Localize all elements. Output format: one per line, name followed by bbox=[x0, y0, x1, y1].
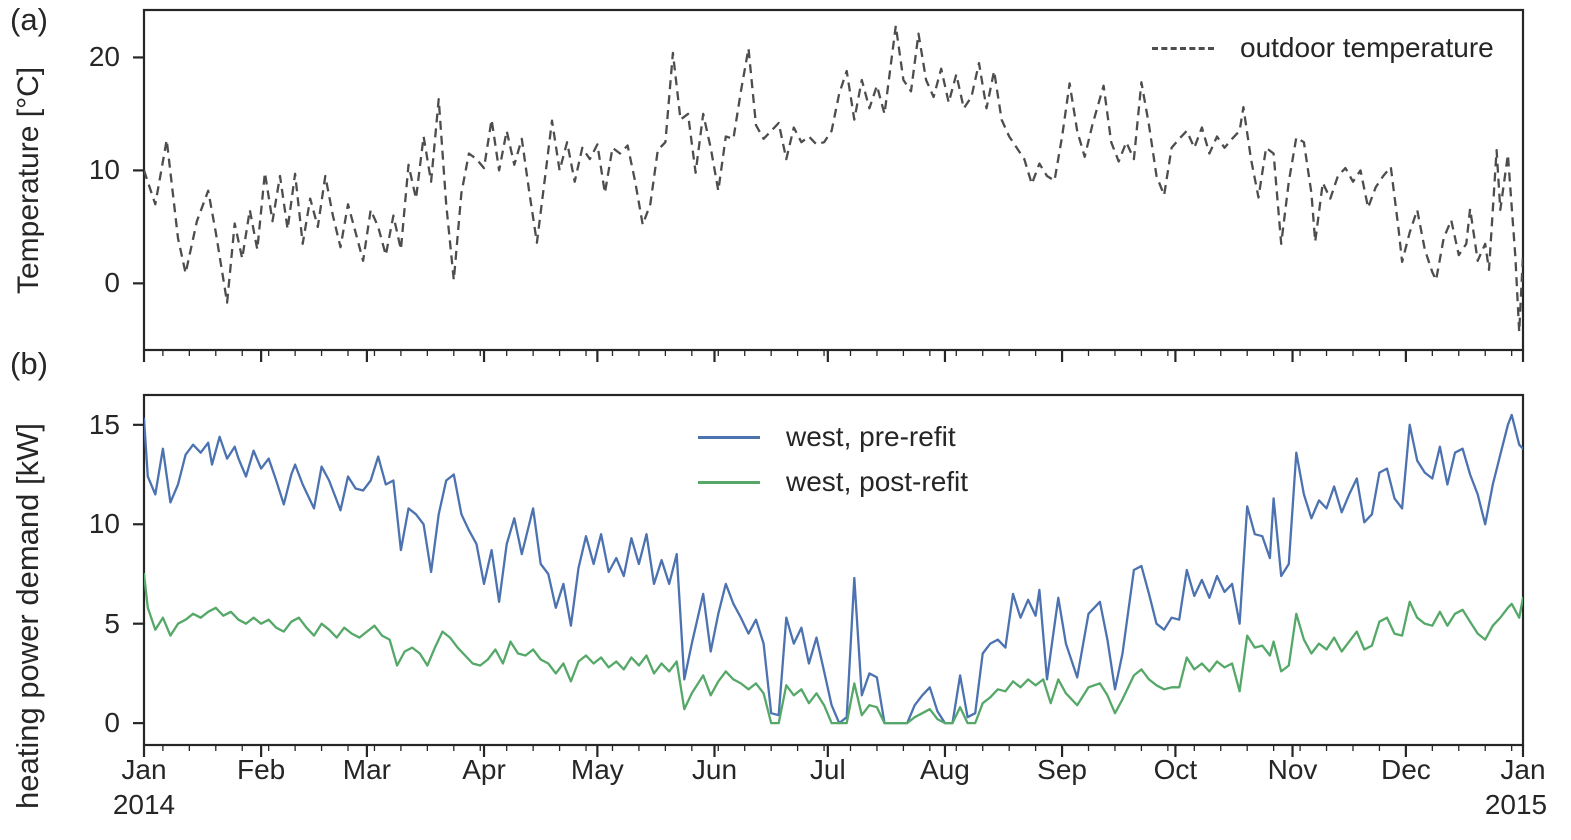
legend-pre-refit-line-sample bbox=[698, 435, 760, 439]
x-tick-label-month: Apr bbox=[462, 754, 506, 785]
x-tick-label-month: Jan bbox=[1500, 754, 1546, 785]
panel-a-ytick-label: 0 bbox=[104, 267, 120, 299]
x-tick-label-month: Oct bbox=[1153, 754, 1198, 785]
legend-dashed-line-sample bbox=[1152, 46, 1214, 50]
x-tick-label-month: Sep bbox=[1037, 754, 1087, 785]
panel-a-ytick-label: 20 bbox=[88, 41, 120, 73]
legend-panel-b-row-pre: west, pre-refit bbox=[698, 419, 956, 455]
x-tick-label-month: Mar bbox=[342, 754, 392, 785]
x-tick-label-month: Feb bbox=[236, 754, 286, 785]
x-tick-label-month: Jun bbox=[691, 754, 738, 785]
panel-a-frame bbox=[142, 8, 1525, 352]
x-tick-label-month: Nov bbox=[1267, 754, 1318, 785]
x-tick-label-month: Jan bbox=[121, 754, 167, 785]
x-tick-label-month: May bbox=[570, 754, 624, 785]
x-tick-label-month: Aug bbox=[920, 754, 970, 785]
legend-panel-a: outdoor temperature bbox=[1152, 30, 1494, 66]
panel-a-ytick-label: 10 bbox=[88, 154, 120, 186]
panel-b-letter: (b) bbox=[10, 346, 48, 381]
panel-a-letter: (a) bbox=[10, 2, 48, 37]
panel-b-frame bbox=[142, 393, 1525, 747]
panel-b-ytick-label: 0 bbox=[104, 707, 120, 739]
panel-b-ytick-label: 15 bbox=[88, 408, 120, 440]
legend-label-west-post-refit: west, post-refit bbox=[786, 466, 969, 497]
legend-panel-b-row-post: west, post-refit bbox=[698, 464, 968, 500]
panel-b-ytick-label: 5 bbox=[104, 607, 120, 639]
panel-b-ytick-label: 10 bbox=[88, 508, 120, 540]
legend-label-west-pre-refit: west, pre-refit bbox=[786, 421, 956, 452]
x-tick-label-month: Dec bbox=[1380, 754, 1431, 785]
x-tick-label-month: Jul bbox=[809, 754, 846, 785]
x-year-end-label: 2015 bbox=[1484, 789, 1548, 820]
series-west-pre-refit bbox=[144, 413, 1523, 725]
series-outdoor-temperature bbox=[144, 24, 1523, 334]
legend-post-refit-line-sample bbox=[698, 480, 760, 484]
legend-label-outdoor-temperature: outdoor temperature bbox=[1240, 32, 1494, 63]
x-year-start-label: 2014 bbox=[112, 789, 176, 820]
series-west-post-refit bbox=[144, 572, 1523, 725]
